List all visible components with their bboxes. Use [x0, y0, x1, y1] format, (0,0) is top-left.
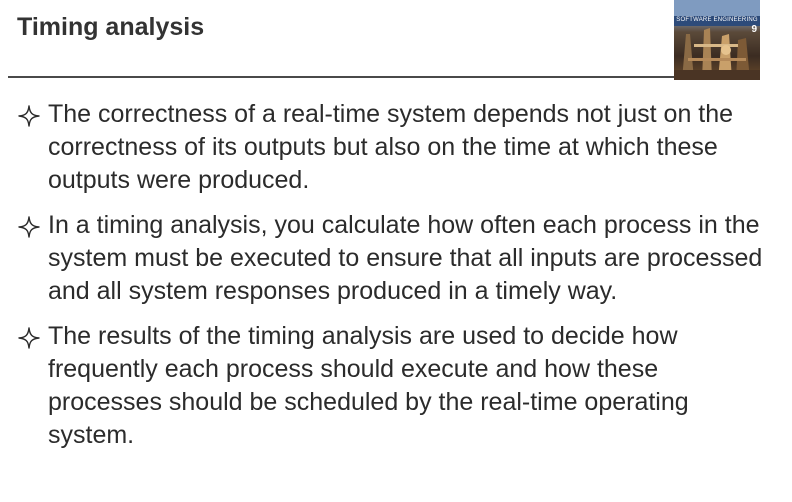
bullet-text: The results of the timing analysis are u… [48, 322, 689, 449]
book-cover-art [674, 0, 760, 80]
slide-title: Timing analysis [17, 13, 205, 41]
bullet-list: The correctness of a real-time system de… [15, 98, 775, 452]
title-underline [8, 76, 676, 78]
four-point-star-icon [18, 327, 40, 349]
bullet-item: The results of the timing analysis are u… [15, 320, 775, 452]
four-point-star-icon [18, 216, 40, 238]
book-cover-title: SOFTWARE ENGINEERING [676, 17, 758, 23]
four-point-star-icon [18, 105, 40, 127]
bullet-item: The correctness of a real-time system de… [15, 98, 775, 197]
bullet-item: In a timing analysis, you calculate how … [15, 209, 775, 308]
bullet-text: In a timing analysis, you calculate how … [48, 211, 763, 305]
bullet-text: The correctness of a real-time system de… [48, 100, 734, 194]
book-cover-edition: 9 [751, 24, 757, 35]
book-cover-image: SOFTWARE ENGINEERING 9 [674, 0, 760, 80]
